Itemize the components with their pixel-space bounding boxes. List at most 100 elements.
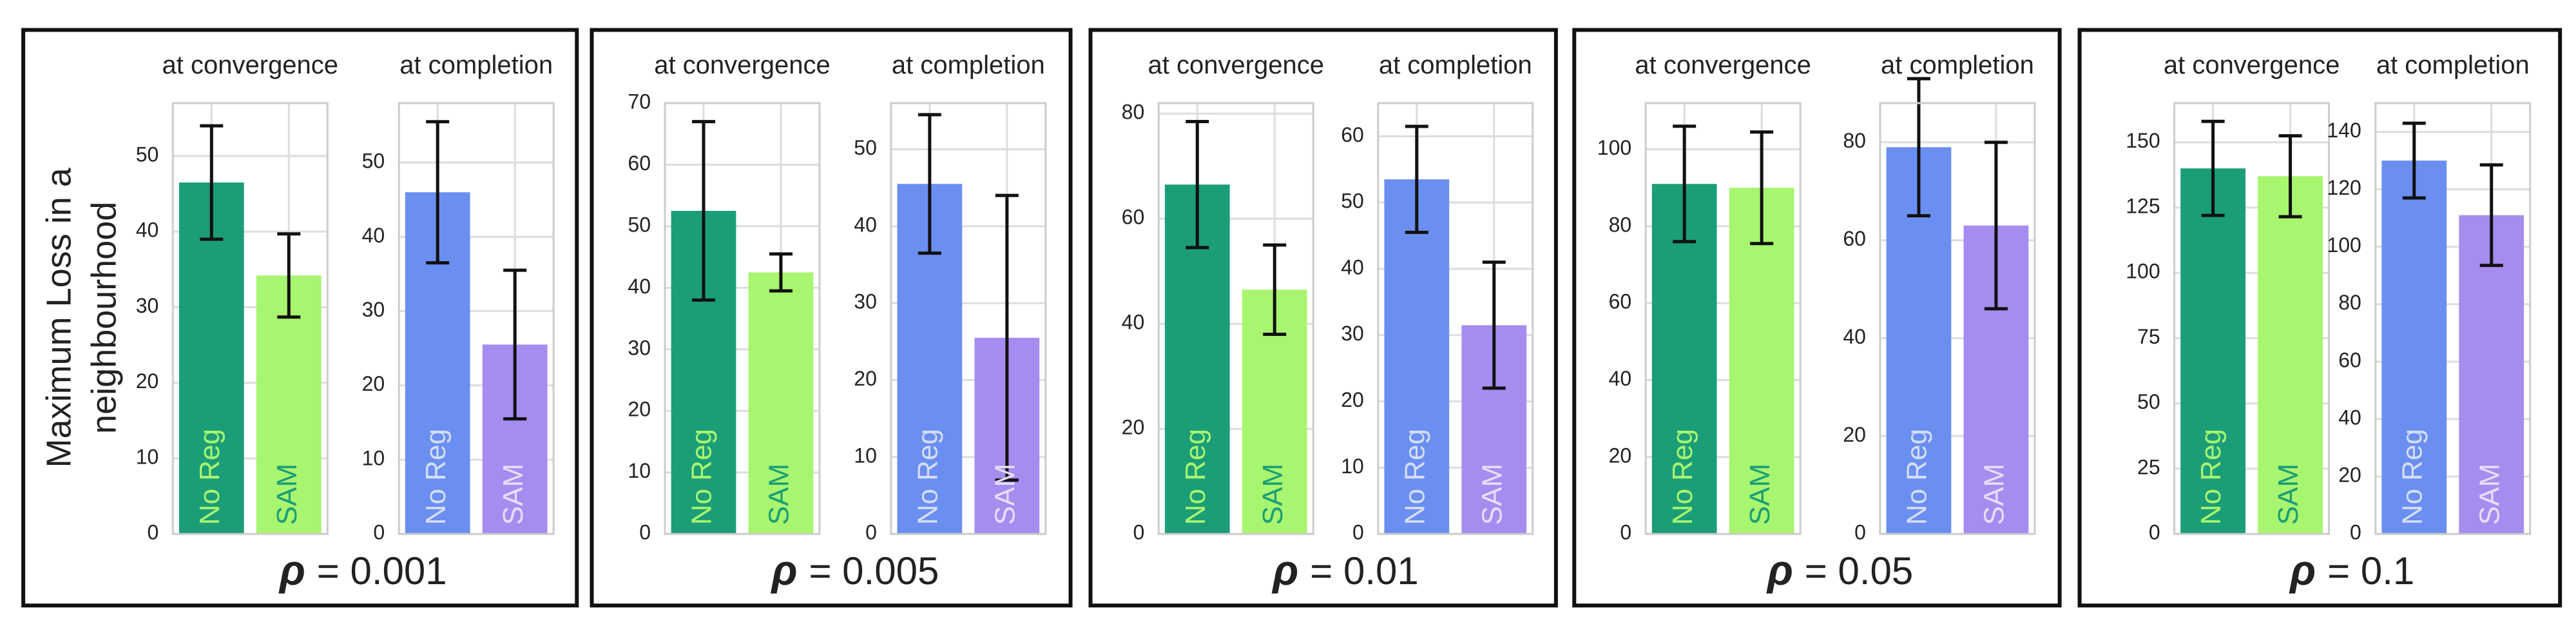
bar-label: SAM: [1744, 464, 1776, 525]
panel-border: [1088, 28, 1558, 608]
panel-border: [21, 28, 579, 608]
rho-value: = 0.1: [2327, 549, 2414, 593]
y-tick-label: 20: [854, 367, 877, 390]
panel-border: [2077, 28, 2562, 608]
y-tick-label: 60: [1609, 290, 1632, 313]
plot-frame: [2173, 102, 2331, 535]
y-tick-label: 40: [362, 224, 385, 247]
rho-value: = 0.001: [317, 549, 447, 593]
y-tick-label: 40: [628, 275, 651, 298]
y-tick-label: 40: [854, 213, 877, 236]
y-tick-label: 125: [2126, 194, 2160, 217]
subplot-title: at completion: [892, 51, 1045, 79]
plot-frame: [1377, 102, 1534, 535]
panel-border: [1572, 28, 2062, 608]
y-tick-label: 0: [373, 521, 385, 544]
y-tick-label: 40: [136, 219, 159, 242]
y-tick-label: 80: [1122, 101, 1145, 124]
bar: [748, 272, 814, 535]
bar-label: No Reg: [1901, 429, 1933, 525]
bar-label: No Reg: [1399, 429, 1430, 525]
bar-label: SAM: [271, 464, 303, 525]
y-tick-label: 150: [2126, 129, 2160, 152]
bar: [2258, 176, 2323, 535]
bar-label: No Reg: [1180, 429, 1211, 525]
bar: [2459, 215, 2524, 535]
plot-frame: [890, 102, 1047, 535]
y-tick-label: 20: [1609, 444, 1632, 467]
bar-label: SAM: [764, 464, 795, 525]
plot-frame: [1157, 102, 1314, 535]
bar-label: No Reg: [194, 429, 226, 525]
bar-label: SAM: [1979, 464, 2010, 525]
y-tick-label: 50: [362, 150, 385, 173]
y-tick-label: 80: [1843, 129, 1866, 152]
y-tick-label: 50: [628, 213, 651, 236]
rho-label: ρ = 0.005: [770, 547, 939, 594]
y-tick-label: 40: [2338, 406, 2361, 429]
rho-symbol: ρ: [1766, 547, 1793, 594]
bar: [1384, 179, 1450, 535]
y-tick-label: 70: [628, 90, 651, 113]
y-tick-label: 60: [628, 152, 651, 175]
subplot-title: at convergence: [654, 51, 831, 79]
y-tick-label: 20: [2338, 464, 2361, 487]
y-tick-label: 10: [362, 446, 385, 469]
y-tick-label: 40: [1609, 367, 1632, 390]
subplot-title: at convergence: [162, 51, 339, 79]
bar-label: No Reg: [912, 429, 943, 525]
y-tick-label: 0: [2350, 521, 2361, 544]
plot-frame: [1644, 102, 1802, 535]
plot-frame: [171, 102, 329, 535]
y-tick-label: 100: [2126, 260, 2160, 283]
y-tick-label: 0: [1352, 521, 1364, 544]
y-tick-label: 60: [1843, 227, 1866, 250]
y-tick-label: 120: [2327, 176, 2361, 199]
bar: [178, 182, 244, 535]
y-tick-label: 60: [1122, 206, 1145, 229]
rho-symbol: ρ: [2289, 547, 2316, 594]
panel-border: [590, 28, 1073, 608]
bar: [1729, 188, 1794, 535]
y-tick-label: 20: [628, 398, 651, 421]
y-tick-label: 75: [2137, 325, 2160, 348]
subplot-title: at convergence: [1635, 51, 1811, 79]
y-axis-label: neighbourhood: [84, 202, 123, 434]
bar-label: No Reg: [1667, 429, 1698, 525]
y-tick-label: 50: [854, 136, 877, 159]
y-tick-label: 0: [1854, 521, 1866, 544]
y-tick-label: 20: [1341, 388, 1364, 411]
rho-value: = 0.005: [809, 549, 939, 593]
y-tick-label: 40: [1122, 311, 1145, 334]
bar-label: SAM: [497, 464, 529, 525]
y-tick-label: 0: [639, 521, 651, 544]
y-tick-label: 80: [1609, 213, 1632, 236]
rho-label: ρ = 0.001: [278, 547, 447, 594]
y-tick-label: 30: [854, 290, 877, 313]
bar: [2180, 168, 2246, 535]
y-tick-label: 60: [2338, 348, 2361, 371]
rho-symbol: ρ: [770, 547, 797, 594]
subplot-title: at completion: [1881, 51, 2034, 79]
y-tick-label: 100: [1597, 136, 1631, 159]
y-tick-label: 50: [136, 142, 159, 166]
y-axis-label: Maximum Loss in a: [40, 167, 79, 467]
subplot-title: at convergence: [1148, 51, 1324, 79]
subplot-title: at convergence: [2164, 51, 2340, 79]
rho-value: = 0.01: [1310, 549, 1419, 593]
y-tick-label: 60: [1341, 123, 1364, 146]
y-tick-label: 50: [2137, 390, 2160, 413]
y-tick-label: 0: [865, 521, 877, 544]
bar-label: SAM: [2474, 464, 2505, 525]
y-tick-label: 20: [362, 372, 385, 395]
bar-label: SAM: [1476, 464, 1508, 525]
rho-symbol: ρ: [278, 547, 305, 594]
plot-frame: [398, 102, 555, 535]
y-tick-label: 50: [1341, 190, 1364, 213]
y-tick-label: 80: [2338, 291, 2361, 314]
y-tick-label: 100: [2327, 233, 2361, 257]
plot-frame: [2374, 102, 2532, 535]
y-tick-label: 30: [362, 298, 385, 321]
y-tick-label: 0: [148, 521, 159, 544]
